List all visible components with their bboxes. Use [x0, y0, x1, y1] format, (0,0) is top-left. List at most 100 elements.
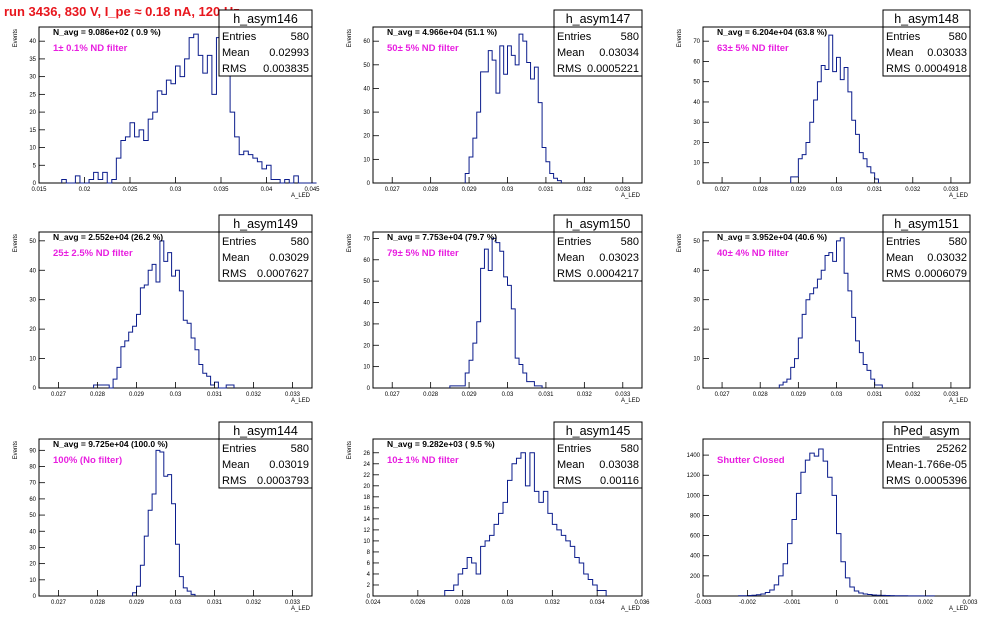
histogram-panel-h_asym149: 0 10 20 30 40 50 0.027 0.028 0.029 0.03 0.031 0.032…	[13, 214, 313, 404]
filter-label: 100% (No filter)	[53, 455, 122, 466]
histogram-series	[778, 237, 883, 388]
x-tick-label: 0.036	[634, 600, 650, 606]
y-axis-label: Events	[13, 234, 19, 252]
x-axis-label: A_LED	[621, 398, 641, 404]
stats-box: hPed_asym Entries 25262 Mean -1.766e-05 RMS 0.…	[882, 421, 971, 489]
y-tick-label: 14	[363, 517, 370, 523]
x-tick-label: 0.033	[615, 187, 631, 193]
histogram-series	[93, 240, 235, 389]
x-tick-label: 0.029	[462, 187, 478, 193]
stat-value: -1.766e-05	[914, 459, 967, 471]
x-axis-label: A_LED	[621, 193, 641, 199]
stat-name: Entries	[886, 443, 921, 455]
stat-value: 580	[291, 236, 309, 248]
x-tick-label: 0.045	[304, 187, 320, 193]
stats-box: h_asym144 Entries 580 Mean 0.03019 RMS 0.00037…	[218, 421, 313, 489]
y-tick-label: 10	[693, 161, 700, 167]
stat-name: RMS	[557, 268, 581, 280]
x-axis-label: A_LED	[291, 606, 311, 612]
x-tick-label: 0.03	[502, 392, 514, 398]
stat-value: 580	[621, 443, 639, 455]
stat-value: 580	[621, 31, 639, 43]
y-tick-label: 30	[693, 120, 700, 126]
x-tick-label: 0.032	[905, 187, 921, 193]
x-tick-label: -0.001	[783, 600, 801, 606]
stat-name: Entries	[557, 443, 592, 455]
y-tick-label: 20	[363, 134, 370, 140]
x-tick-label: 0.029	[791, 187, 807, 193]
y-axis-label: Events	[347, 441, 353, 459]
histogram-panel-h_asym146: 0 5 10 15 20 25 30 35 40 0.015 0.02 0.025 0.03 0.035 0…	[13, 9, 320, 199]
x-tick-label: 0.031	[207, 600, 223, 606]
stat-value: 0.0005396	[915, 475, 967, 487]
histogram-series	[132, 449, 196, 596]
x-tick-label: 0.02	[79, 187, 91, 193]
stat-value: 0.0007627	[257, 268, 309, 280]
x-tick-label: 0.031	[538, 392, 554, 398]
x-tick-label: 0.033	[615, 392, 631, 398]
y-tick-label: 18	[363, 495, 370, 501]
x-tick-label: 0.028	[90, 600, 106, 606]
y-tick-label: 10	[29, 357, 36, 363]
stat-value: 0.02993	[269, 47, 309, 59]
y-tick-label: 40	[29, 39, 36, 45]
y-tick-label: 20	[693, 327, 700, 333]
y-tick-label: 6	[367, 561, 371, 567]
stat-name: RMS	[557, 63, 581, 75]
y-tick-label: 40	[693, 100, 700, 106]
filter-label: 63± 5% ND filter	[717, 43, 789, 54]
stat-name: Entries	[222, 443, 257, 455]
stat-name: Entries	[557, 31, 592, 43]
navg-label: N_avg = 9.086e+02 ( 0.9 %)	[53, 27, 161, 37]
histogram-name: h_asym146	[233, 12, 298, 26]
y-tick-label: 0	[367, 181, 371, 187]
histogram-series	[464, 33, 562, 183]
stat-value: 580	[949, 236, 967, 248]
y-axis-label: Events	[13, 29, 19, 47]
stat-value: 0.03029	[269, 252, 309, 264]
navg-label: N_avg = 2.552e+04 (26.2 %)	[53, 232, 163, 242]
y-tick-label: 40	[693, 268, 700, 274]
x-tick-label: 0.031	[867, 187, 883, 193]
y-tick-label: 0	[697, 181, 701, 187]
y-tick-label: 26	[363, 451, 370, 457]
x-tick-label: 0.027	[715, 187, 731, 193]
x-tick-label: 0.015	[31, 187, 47, 193]
y-tick-label: 1400	[687, 453, 701, 459]
y-tick-label: 0	[367, 594, 371, 600]
filter-label: Shutter Closed	[717, 455, 785, 466]
stat-value: 25262	[936, 443, 967, 455]
y-axis-label: Events	[13, 441, 19, 459]
y-tick-label: 35	[29, 57, 36, 63]
stat-value: 580	[291, 31, 309, 43]
histogram-panel-h_asym151: 0 10 20 30 40 50 0.027 0.028 0.029 0.03 0.031 0.032…	[677, 214, 971, 404]
y-tick-label: 0	[697, 594, 701, 600]
x-axis-label: A_LED	[291, 193, 311, 199]
stats-box: h_asym146 Entries 580 Mean 0.02993 RMS 0.00383…	[218, 9, 313, 77]
y-tick-label: 400	[690, 554, 701, 560]
stat-value: 0.00116	[600, 475, 639, 487]
x-axis-label: A_LED	[949, 398, 969, 404]
x-tick-label: 0.027	[51, 392, 67, 398]
x-tick-label: 0.03	[502, 600, 514, 606]
histogram-name: h_asym147	[566, 12, 631, 26]
y-tick-label: 50	[363, 63, 370, 69]
x-tick-label: 0.03	[170, 600, 182, 606]
y-tick-label: 60	[363, 39, 370, 45]
y-tick-label: 25	[29, 92, 36, 98]
y-tick-label: 70	[693, 39, 700, 45]
y-tick-label: 50	[363, 279, 370, 285]
y-tick-label: 10	[693, 357, 700, 363]
x-tick-label: 0.026	[410, 600, 426, 606]
y-tick-label: 70	[363, 236, 370, 242]
y-tick-label: 10	[363, 157, 370, 163]
navg-label: N_avg = 9.282e+03 ( 9.5 %)	[387, 439, 495, 449]
x-tick-label: 0.028	[90, 392, 106, 398]
x-tick-label: 0.002	[918, 600, 934, 606]
y-tick-label: 40	[29, 268, 36, 274]
y-tick-label: 30	[29, 545, 36, 551]
y-tick-label: 40	[363, 301, 370, 307]
stat-value: 580	[621, 236, 639, 248]
